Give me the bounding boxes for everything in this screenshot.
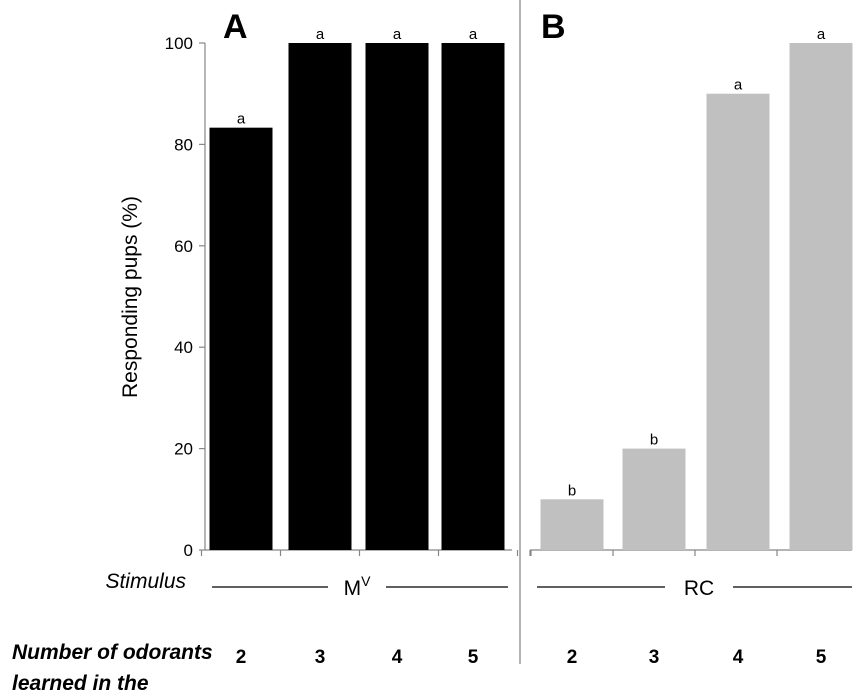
category-label: 2: [567, 647, 578, 668]
significance-label: a: [237, 111, 246, 128]
y-tick-label: 0: [184, 541, 193, 560]
category-label: 2: [236, 647, 247, 668]
y-tick-label: 80: [174, 135, 193, 154]
significance-label: a: [817, 26, 826, 43]
odorants-label-line-1: Number of odorants: [12, 641, 213, 664]
category-label: 3: [649, 647, 660, 668]
bar-b-5: [789, 43, 853, 550]
y-tick-label: 60: [174, 237, 193, 256]
y-tick-label: 20: [174, 440, 193, 459]
category-label: 5: [468, 647, 479, 668]
significance-label: a: [316, 26, 325, 43]
bar-a-3: [288, 43, 352, 550]
bar-b-3: [622, 448, 686, 550]
panel-letter: B: [541, 8, 566, 46]
stimulus-name: RC: [684, 577, 714, 600]
significance-label: a: [734, 77, 743, 94]
stimulus-name: MV: [344, 573, 372, 600]
bar-a-5: [441, 43, 505, 550]
category-label: 4: [392, 647, 403, 668]
y-axis-label: Responding pups (%): [119, 196, 142, 398]
panel-letter: A: [223, 8, 248, 46]
significance-label: b: [568, 482, 576, 499]
y-tick-label: 100: [165, 34, 193, 53]
significance-label: a: [393, 26, 402, 43]
category-label: 4: [733, 647, 744, 668]
bar-b-2: [540, 499, 604, 550]
bar-a-4: [365, 43, 429, 550]
odorants-label-line-2: learned in the: [12, 672, 149, 695]
significance-label: a: [469, 26, 478, 43]
significance-label: b: [650, 432, 658, 449]
stimulus-row-label: Stimulus: [105, 570, 186, 593]
bar-a-2: [209, 127, 273, 550]
stimulus-superscript: V: [361, 573, 371, 589]
category-label: 3: [315, 647, 326, 668]
category-label: 5: [816, 647, 827, 668]
bar-b-4: [706, 93, 770, 550]
y-tick-label: 40: [174, 338, 193, 357]
